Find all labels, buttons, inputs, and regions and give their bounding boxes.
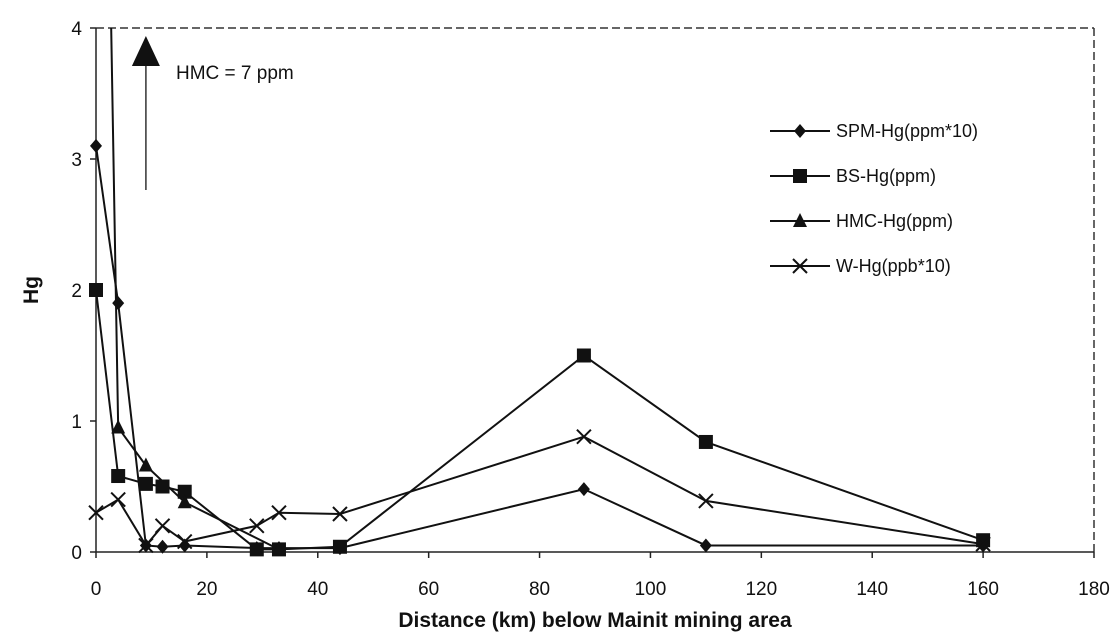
data-point-triangle (138, 457, 153, 472)
x-tick-label: 160 (967, 579, 999, 600)
data-point-triangle (111, 419, 126, 434)
legend-label: SPM-Hg(ppm*10) (836, 121, 978, 141)
x-marker-stroke (138, 537, 154, 554)
data-point-triangle (271, 541, 286, 556)
data-point-square (111, 469, 126, 484)
legend-label: HMC-Hg(ppm) (836, 211, 953, 231)
data-point-diamond (156, 539, 169, 554)
data-point-square (155, 479, 170, 494)
data-point-triangle (177, 494, 192, 509)
annotation: HMC = 7 ppm (131, 36, 294, 190)
data-point-square (698, 434, 713, 449)
y-tick-label: 4 (71, 19, 82, 40)
data-point-x (138, 537, 154, 554)
axes: 0 20 40 60 80 100 120 140 160 180 0 1 2 3 4 (71, 19, 1109, 600)
plot-area (96, 28, 1094, 552)
data-point-x (698, 493, 714, 509)
y-tick-label: 2 (71, 281, 82, 302)
y-tick-label: 1 (71, 412, 82, 433)
x-tick-label: 40 (307, 579, 328, 600)
x-marker-stroke (154, 518, 171, 534)
x-marker-stroke (249, 518, 265, 534)
data-point-diamond (90, 138, 102, 153)
legend-marker-diamond (794, 124, 806, 138)
y-tick-label: 3 (71, 150, 82, 171)
x-marker-stroke (88, 504, 104, 521)
annotation-text: HMC = 7 ppm (176, 63, 294, 84)
data-point-square (576, 348, 591, 363)
data-point-x (177, 533, 193, 550)
data-point-x (271, 504, 287, 521)
legend-marker-triangle (793, 213, 807, 227)
data-point-x (154, 518, 171, 534)
x-tick-label: 180 (1078, 579, 1110, 600)
data-point-x (249, 518, 265, 534)
legend-label: W-Hg(ppb*10) (836, 256, 951, 276)
data-point-diamond (178, 538, 191, 553)
x-tick-label: 120 (745, 579, 777, 600)
data-point-x (975, 536, 991, 552)
data-point-diamond (699, 538, 712, 553)
x-marker-stroke (698, 493, 714, 509)
legend-marker-x (792, 258, 808, 274)
data-point-x (576, 429, 592, 445)
data-point-square (976, 533, 991, 548)
x-tick-label: 140 (856, 579, 888, 600)
legend-marker-square (793, 169, 807, 183)
legend-label: BS-Hg(ppm) (836, 166, 936, 186)
x-axis-title: Distance (km) below Mainit mining area (398, 609, 792, 632)
x-tick-label: 0 (91, 579, 102, 600)
data-point-diamond (577, 482, 590, 497)
y-axis-title: Hg (20, 276, 43, 304)
x-marker-stroke (332, 506, 348, 522)
data-point-x (88, 504, 104, 521)
data-point-square (177, 484, 192, 499)
data-point-square (89, 283, 103, 297)
y-tick-label: 0 (71, 543, 82, 564)
x-tick-label: 60 (418, 579, 439, 600)
x-tick-label: 20 (196, 579, 217, 600)
data-point-diamond (112, 296, 125, 311)
x-marker-stroke (576, 429, 592, 445)
data-point-square (138, 476, 153, 491)
annotation-arrow-head (131, 36, 160, 66)
x-marker-stroke (110, 491, 126, 508)
legend: SPM-Hg(ppm*10) BS-Hg(ppm) HMC-Hg(ppm) W-Hg(… (770, 121, 978, 276)
x-marker-stroke (975, 536, 991, 552)
x-tick-label: 80 (529, 579, 550, 600)
markers-layer (88, 138, 991, 557)
data-point-x (110, 491, 126, 508)
x-marker-stroke (792, 258, 808, 274)
data-point-square (249, 542, 264, 557)
data-point-x (332, 506, 348, 522)
x-marker-stroke (177, 533, 193, 550)
x-tick-label: 100 (635, 579, 667, 600)
x-marker-stroke (271, 504, 287, 521)
data-point-square (332, 539, 347, 554)
